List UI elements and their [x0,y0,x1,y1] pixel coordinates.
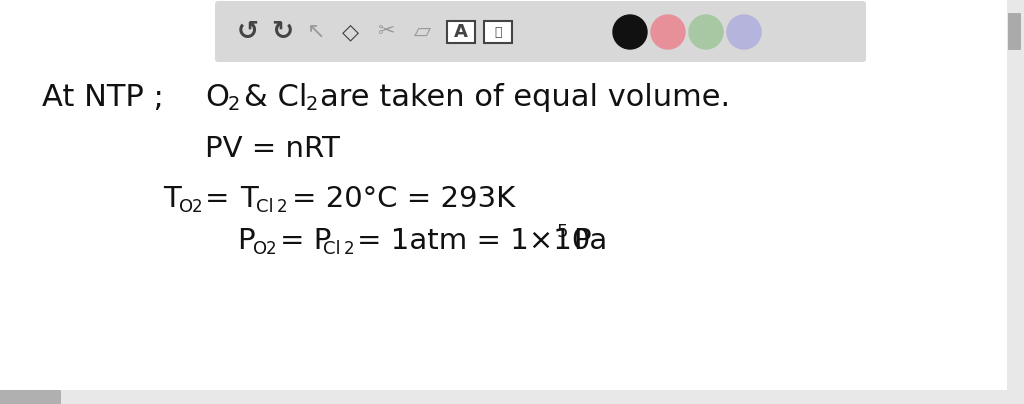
FancyBboxPatch shape [1008,13,1021,50]
FancyBboxPatch shape [215,1,866,62]
Text: Pa: Pa [573,227,607,255]
Text: P: P [237,227,255,255]
Text: 2: 2 [344,240,354,258]
Text: ✂: ✂ [377,21,394,41]
Text: =: = [205,185,229,213]
FancyBboxPatch shape [484,21,512,43]
Text: T: T [163,185,181,213]
Text: Cl: Cl [323,240,341,258]
Circle shape [651,15,685,49]
Text: ⛰: ⛰ [495,25,502,38]
FancyBboxPatch shape [447,21,475,43]
Text: & Cl: & Cl [244,82,307,112]
Text: are taken of equal volume.: are taken of equal volume. [319,82,730,112]
Text: ↖: ↖ [306,22,326,42]
Text: ↺: ↺ [237,19,259,45]
Text: O: O [179,198,194,216]
Circle shape [613,15,647,49]
Text: O: O [205,82,229,112]
Circle shape [689,15,723,49]
Text: At NTP ;: At NTP ; [42,82,164,112]
FancyBboxPatch shape [0,390,1007,404]
FancyBboxPatch shape [0,390,61,404]
Text: ↻: ↻ [271,19,293,45]
Text: A: A [454,23,468,41]
Text: = 1atm = 1×10: = 1atm = 1×10 [357,227,590,255]
Text: 2: 2 [306,95,318,114]
FancyBboxPatch shape [1007,0,1024,404]
Text: ▱: ▱ [414,22,430,42]
Circle shape [727,15,761,49]
Text: = 20°C = 293K: = 20°C = 293K [292,185,515,213]
Text: = P: = P [280,227,332,255]
Text: 2: 2 [193,198,203,216]
Text: PV = nRT: PV = nRT [205,135,340,163]
Text: 5: 5 [557,223,568,241]
Text: 2: 2 [266,240,276,258]
Text: O: O [253,240,267,258]
Text: 2: 2 [278,198,288,216]
Text: 2: 2 [228,95,241,114]
Text: T: T [240,185,258,213]
Text: ◇: ◇ [341,22,358,42]
Text: Cl: Cl [256,198,273,216]
